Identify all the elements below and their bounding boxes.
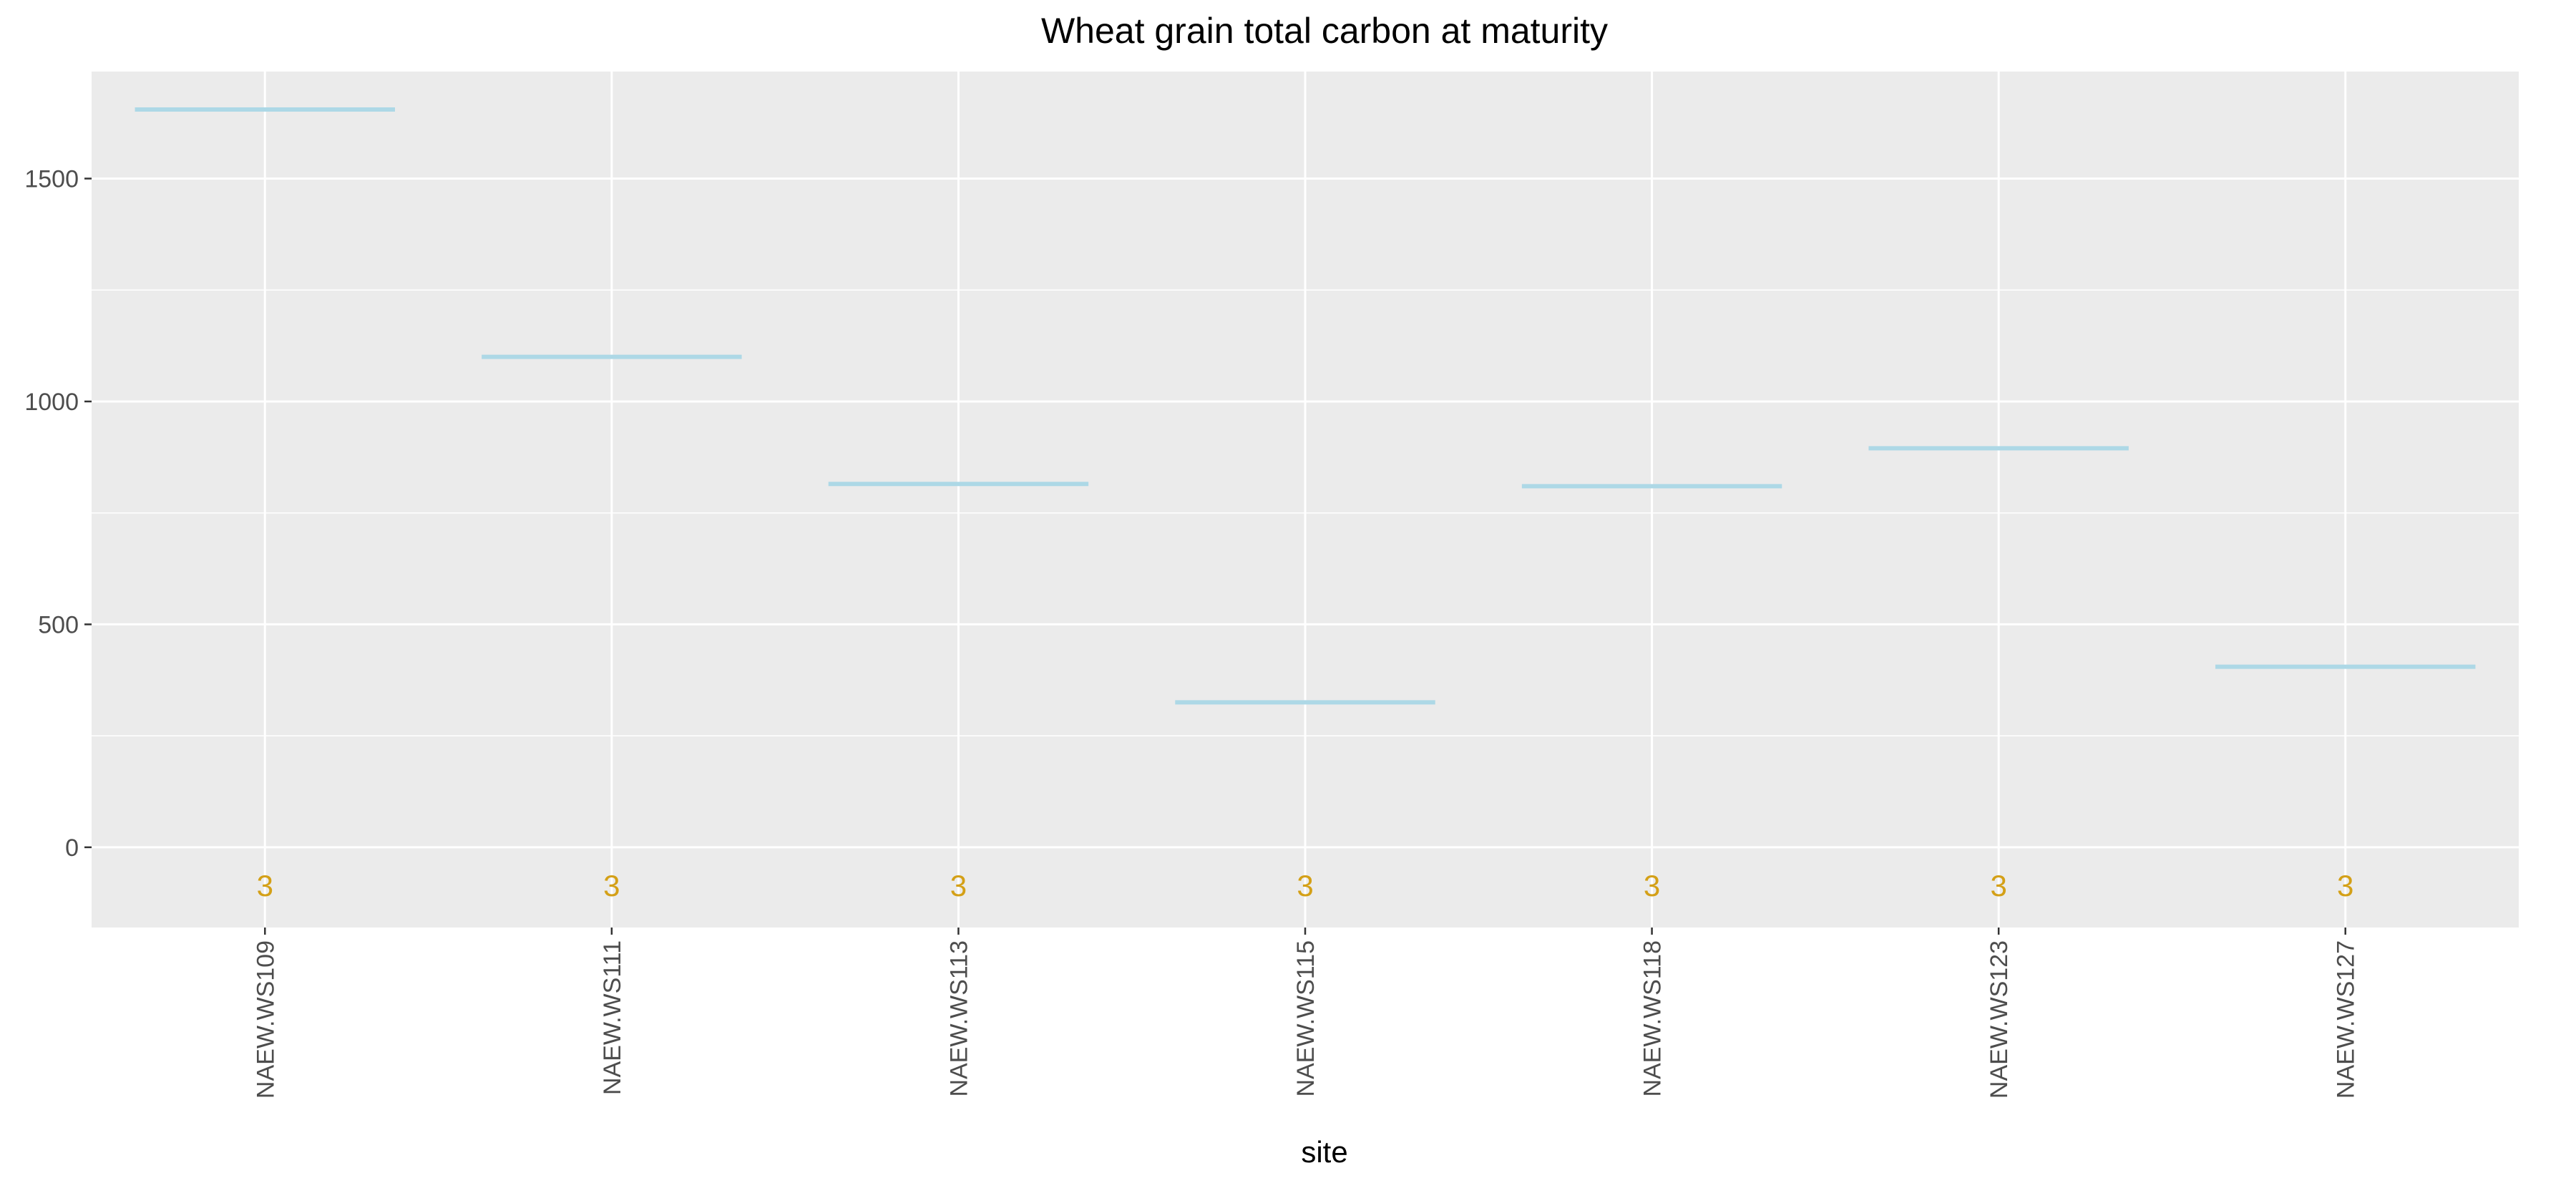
count-label: 3 bbox=[1644, 869, 1660, 902]
count-label: 3 bbox=[2337, 869, 2353, 902]
marks-layer bbox=[135, 107, 2476, 705]
y-tick-label: 500 bbox=[38, 611, 79, 638]
count-label: 3 bbox=[603, 869, 620, 902]
x-tick-label: NAEW.WS123 bbox=[1986, 940, 2013, 1099]
count-label: 3 bbox=[950, 869, 967, 902]
y-tick-label: 0 bbox=[65, 834, 79, 862]
count-label: 3 bbox=[1297, 869, 1313, 902]
x-axis: NAEW.WS109 NAEW.WS111 NAEW.WS113 NAEW.WS115… bbox=[252, 928, 2360, 1099]
count-label: 3 bbox=[257, 869, 273, 902]
x-tick-label: NAEW.WS109 bbox=[252, 940, 279, 1099]
y-tick-label: 1500 bbox=[24, 166, 79, 193]
chart-title: Wheat grain total carbon at maturity bbox=[1041, 11, 1608, 51]
y-axis: 0 500 1000 1500 bbox=[24, 166, 92, 862]
x-tick-label: NAEW.WS118 bbox=[1639, 940, 1667, 1097]
x-tick-label: NAEW.WS115 bbox=[1292, 940, 1319, 1097]
x-axis-title: site bbox=[1301, 1135, 1347, 1169]
x-tick-label: NAEW.WS113 bbox=[945, 940, 972, 1097]
count-label: 3 bbox=[1990, 869, 2006, 902]
count-labels: 3 3 3 3 3 3 3 bbox=[257, 869, 2354, 902]
x-tick-label: NAEW.WS111 bbox=[599, 940, 626, 1095]
x-tick-label: NAEW.WS127 bbox=[2333, 940, 2360, 1099]
grid-layer bbox=[92, 72, 2519, 928]
y-tick-label: 1000 bbox=[24, 389, 79, 416]
